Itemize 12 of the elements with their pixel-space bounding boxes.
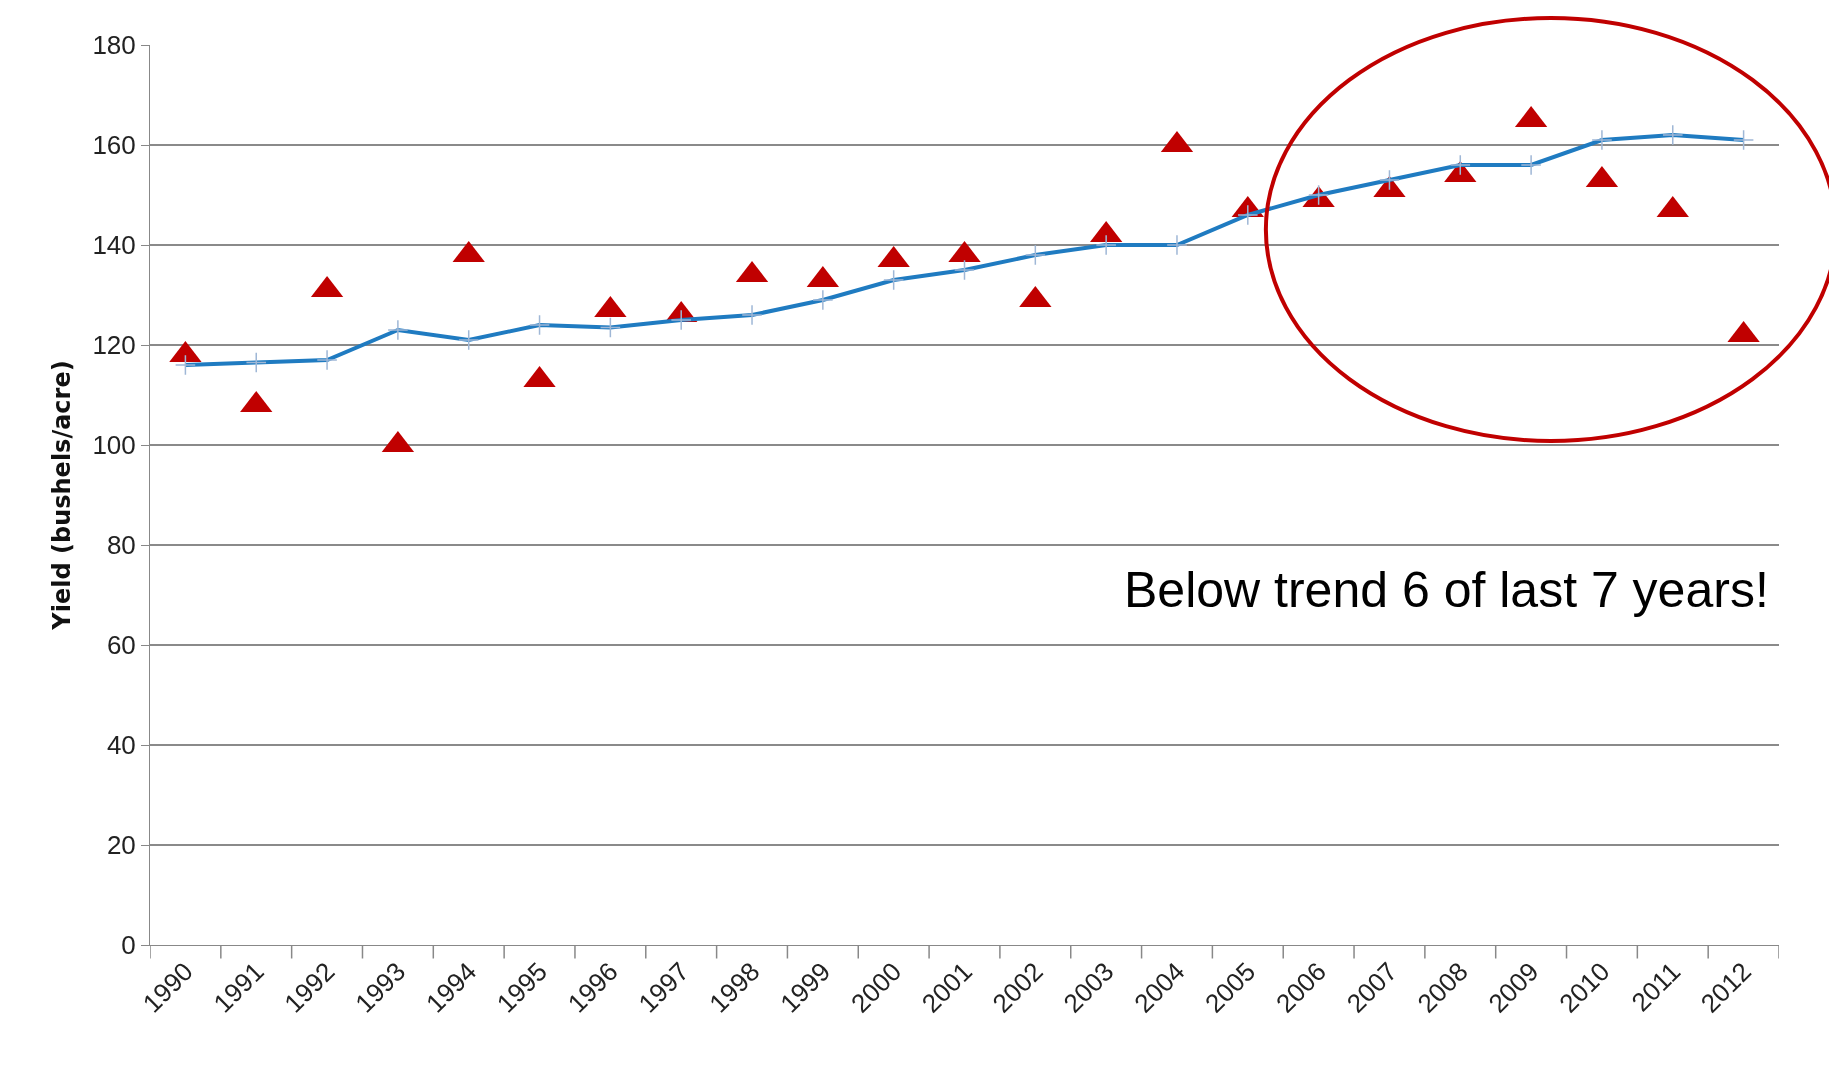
y-tick-label: 140 — [92, 230, 136, 261]
y-tick-label: 40 — [106, 730, 136, 761]
y-tick-label: 120 — [92, 330, 136, 361]
y-tick-label: 60 — [106, 630, 136, 661]
y-tick-label: 180 — [92, 30, 136, 61]
y-tick-label: 80 — [106, 530, 136, 561]
annotation: Below trend 6 of last 7 years! — [1124, 562, 1769, 618]
y-tick-label: 160 — [92, 130, 136, 161]
y-tick-label: 20 — [106, 830, 136, 861]
y-tick-label: 0 — [121, 930, 136, 961]
y-tick-label: 100 — [92, 430, 136, 461]
y-axis-title: Yield (bushels/acre) — [47, 360, 76, 631]
